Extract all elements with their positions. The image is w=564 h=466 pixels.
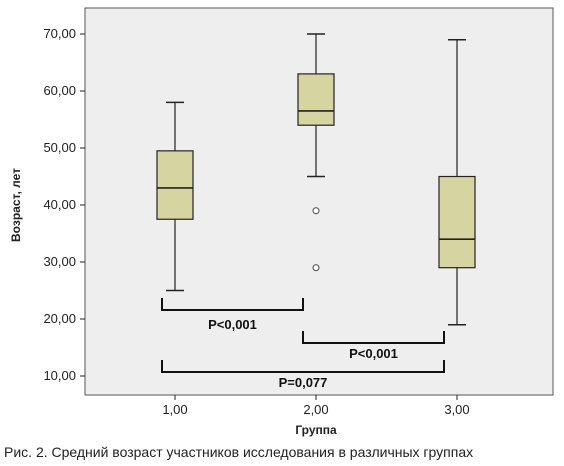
y-tick-label: 40,00 xyxy=(43,197,76,212)
p-value-label: P<0,001 xyxy=(208,317,257,332)
box-group xyxy=(156,101,194,292)
x-tick-label: 1,00 xyxy=(162,402,187,417)
box-iqr xyxy=(297,73,335,126)
bracket-line xyxy=(302,331,445,344)
comparison-brackets: P<0,001 P<0,001 P=0,077 xyxy=(161,298,445,390)
y-tick-label: 50,00 xyxy=(43,140,76,155)
boxes-layer xyxy=(156,33,476,326)
y-tick-label: 70,00 xyxy=(43,26,76,41)
comparison-bracket: P<0,001 xyxy=(302,331,445,361)
box-group xyxy=(438,38,476,326)
y-axis: 10,00 20,00 30,00 40,00 50,00 60,00 70,00 xyxy=(43,26,85,383)
box-iqr xyxy=(156,150,194,220)
bracket-line xyxy=(161,298,304,311)
x-axis-title: Группа xyxy=(295,423,337,437)
y-tick-label: 10,00 xyxy=(43,368,76,383)
y-tick-label: 60,00 xyxy=(43,83,76,98)
box-iqr xyxy=(438,175,476,269)
figure-caption: Рис. 2. Средний возраст участников иссле… xyxy=(4,444,474,460)
y-tick-label: 20,00 xyxy=(43,311,76,326)
outlier-point xyxy=(312,207,320,215)
comparison-bracket: P=0,077 xyxy=(161,360,445,390)
outlier-point xyxy=(312,264,320,272)
box-group xyxy=(297,33,335,272)
box-plot-chart: 10,00 20,00 30,00 40,00 50,00 60,00 70,00 1,00… xyxy=(9,7,554,437)
x-tick-label: 3,00 xyxy=(444,402,469,417)
plot-area xyxy=(84,7,554,396)
x-tick-label: 2,00 xyxy=(303,402,328,417)
y-tick-label: 30,00 xyxy=(43,254,76,269)
y-axis-title: Возраст, лет xyxy=(9,168,23,242)
x-axis: 1,00 2,00 3,00 xyxy=(162,395,470,417)
p-value-label: P=0,077 xyxy=(279,375,328,390)
comparison-bracket: P<0,001 xyxy=(161,298,304,332)
p-value-label: P<0,001 xyxy=(349,346,398,361)
bracket-line xyxy=(161,360,445,373)
